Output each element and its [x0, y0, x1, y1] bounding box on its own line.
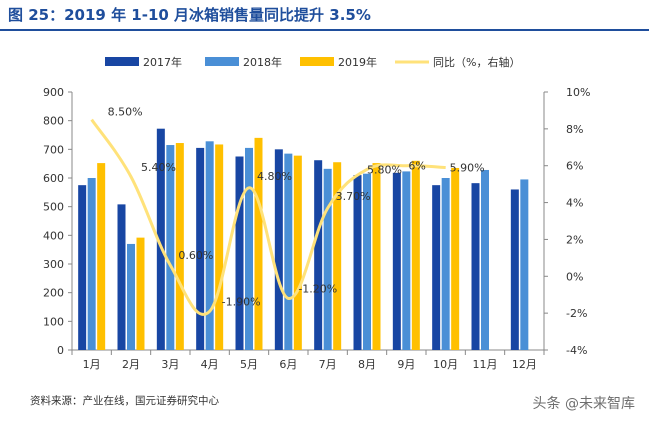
left-axis-tick-label: 900	[43, 86, 64, 99]
left-axis-tick-label: 600	[43, 172, 64, 185]
x-axis-tick-label: 4月	[201, 358, 219, 371]
x-axis-tick-label: 1月	[83, 358, 101, 371]
legend: 2017年 2018年 2019年 同比（%，右轴）	[105, 55, 520, 69]
x-axis-tick-label: 7月	[319, 358, 337, 371]
right-axis-tick-label: 4%	[566, 197, 583, 210]
bar-2018年-8月	[363, 173, 371, 350]
title-rule	[0, 29, 649, 31]
yoy-line-series	[90, 118, 446, 316]
bar-2017年-1月	[78, 185, 87, 350]
bar-2018年-10月	[441, 178, 450, 350]
bar-2019年-6月	[293, 155, 302, 350]
chart-axes: 0 100 200 300 400 500 600 700 800 900 -4% -2% 0% 2% 4%…	[43, 86, 590, 371]
bar-2017年-4月	[196, 147, 205, 350]
bar-2019年-2月	[136, 237, 145, 350]
x-axis-tick-label: 12月	[512, 358, 537, 371]
yoy-data-label: 5.80%	[367, 163, 402, 176]
left-axis-tick-label: 100	[43, 315, 64, 328]
legend-swatch	[205, 57, 239, 66]
bar-2019年-5月	[254, 137, 263, 350]
bar-2017年-7月	[314, 160, 323, 350]
watermark: 头条 @未来智库	[532, 396, 635, 412]
legend-swatch	[105, 57, 139, 66]
legend-label: 2018年	[243, 55, 282, 69]
yoy-data-label: 3.70%	[336, 190, 371, 203]
left-axis-tick-label: 200	[43, 287, 64, 300]
bar-2017年-10月	[432, 185, 441, 350]
bar-2017年-12月	[510, 189, 519, 350]
yoy-data-label: 8.50%	[108, 106, 143, 119]
bar-2019年-10月	[451, 167, 460, 350]
bar-2019年-1月	[97, 163, 106, 350]
left-axis-tick-label: 700	[43, 143, 64, 156]
bar-2019年-4月	[215, 144, 224, 350]
x-axis-tick-label: 5月	[240, 358, 258, 371]
x-axis-tick-label: 8月	[358, 358, 376, 371]
bar-2017年-8月	[353, 175, 362, 350]
left-axis-tick-label: 400	[43, 229, 64, 242]
yoy-data-label: 5.40%	[141, 161, 176, 174]
bar-2018年-6月	[284, 153, 293, 350]
bar-2018年-5月	[245, 147, 253, 350]
right-axis-tick-label: 0%	[566, 270, 583, 283]
x-axis-tick-label: 10月	[433, 358, 458, 371]
yoy-data-label: -1.90%	[222, 295, 261, 308]
yoy-data-label: 5.90%	[450, 162, 485, 175]
yoy-data-label: -1.20%	[298, 282, 337, 295]
bar-series	[78, 128, 529, 350]
yoy-data-label: 4.80%	[257, 170, 292, 183]
x-axis-tick-label: 9月	[397, 358, 415, 371]
yoy-line	[90, 118, 446, 316]
yoy-data-label: 0.60%	[178, 249, 213, 262]
bar-2018年-7月	[323, 168, 332, 350]
bar-2017年-6月	[274, 149, 283, 350]
source-note: 资料来源：产业在线，国元证券研究中心	[30, 395, 219, 407]
bar-2019年-9月	[411, 160, 420, 350]
bar-2017年-3月	[156, 128, 165, 350]
data-labels: 8.50% 5.40% 0.60% -1.90% 4.80% -1.20% 3.70% 5.8…	[108, 106, 485, 309]
bar-2017年-5月	[235, 156, 244, 350]
x-axis-tick-label: 2月	[122, 358, 140, 371]
legend-label: 2017年	[143, 55, 182, 69]
right-axis-tick-label: 2%	[566, 233, 583, 246]
bar-2018年-12月	[520, 179, 529, 350]
bar-2017年-11月	[471, 183, 480, 350]
left-axis-tick-label: 0	[57, 344, 64, 357]
yoy-data-label: 6%	[408, 160, 425, 173]
x-axis-tick-label: 6月	[279, 358, 297, 371]
right-axis-tick-label: 8%	[566, 123, 583, 136]
bar-2018年-3月	[166, 145, 175, 350]
right-axis-tick-label: 10%	[566, 86, 590, 99]
legend-label: 同比（%，右轴）	[433, 55, 520, 69]
bar-2018年-4月	[205, 141, 214, 350]
bar-2017年-2月	[117, 204, 126, 350]
bar-2017年-9月	[392, 172, 401, 350]
bar-2018年-11月	[481, 169, 489, 350]
right-axis-tick-label: 6%	[566, 160, 583, 173]
right-axis-tick-label: -4%	[566, 344, 587, 357]
bar-2019年-3月	[175, 143, 184, 350]
right-axis-tick-label: -2%	[566, 307, 587, 320]
legend-label: 2019年	[338, 55, 377, 69]
left-axis-tick-label: 300	[43, 258, 64, 271]
bar-2018年-9月	[402, 171, 411, 350]
legend-swatch	[300, 57, 334, 66]
bar-2018年-1月	[87, 178, 96, 350]
left-axis-tick-label: 800	[43, 115, 64, 128]
x-axis-tick-label: 11月	[473, 358, 498, 371]
bar-2019年-8月	[372, 163, 381, 350]
bar-2019年-7月	[333, 162, 342, 350]
bar-2018年-2月	[127, 243, 135, 350]
chart-title: 图 25：2019 年 1-10 月冰箱销售量同比提升 3.5%	[8, 6, 371, 24]
x-axis-tick-label: 3月	[161, 358, 179, 371]
left-axis-tick-label: 500	[43, 201, 64, 214]
